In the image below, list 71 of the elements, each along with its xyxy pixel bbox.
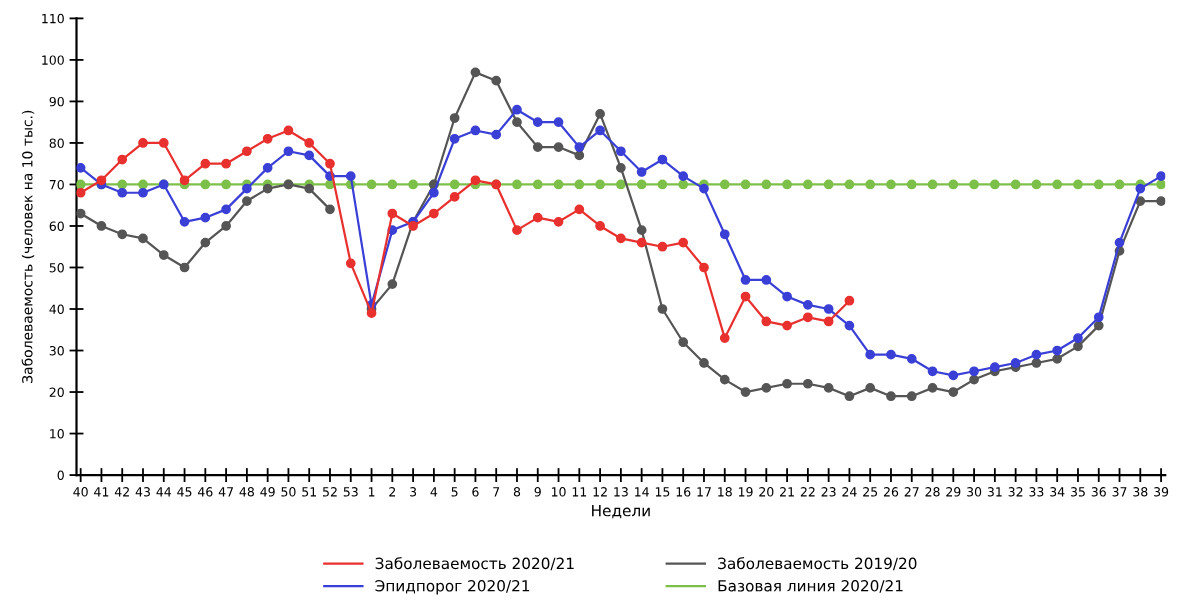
legend-label: Заболеваемость 2019/20	[718, 557, 917, 571]
x-tick-label: 30	[967, 487, 982, 497]
legend-label: Эпидпорог 2020/21	[375, 580, 530, 595]
x-tick-label: 7	[493, 487, 500, 497]
x-tick-label: 21	[780, 487, 794, 497]
x-tick-label: 23	[821, 487, 836, 497]
x-tick-label: 36	[1091, 487, 1106, 497]
y-tick-label: 30	[49, 346, 64, 356]
x-tick-label: 6	[472, 487, 479, 497]
y-tick-label: 10	[50, 429, 64, 439]
x-tick-label: 31	[987, 487, 1002, 497]
y-tick-label: 110	[42, 13, 64, 24]
y-tick-label: 50	[49, 262, 64, 273]
x-tick-label: 42	[114, 487, 129, 497]
x-tick-label: 22	[800, 487, 815, 497]
x-tick-label: 29	[946, 487, 961, 497]
x-axis-title: Недели	[592, 505, 650, 519]
x-tick-label: 28	[925, 487, 940, 497]
x-tick-label: 52	[323, 487, 337, 497]
x-tick-label: 47	[218, 487, 233, 497]
x-tick-label: 32	[1008, 487, 1023, 497]
x-tick-label: 49	[260, 487, 275, 497]
x-tick-label: 3	[410, 487, 417, 497]
x-tick-label: 2	[389, 487, 396, 497]
x-tick-label: 27	[904, 487, 919, 497]
x-tick-label: 11	[572, 487, 587, 497]
x-tick-label: 15	[655, 487, 670, 497]
x-tick-label: 19	[738, 487, 753, 497]
y-tick-label: 80	[49, 138, 64, 148]
y-tick-label: 0	[57, 470, 64, 480]
x-tick-label: 26	[883, 487, 899, 497]
x-tick-label: 48	[239, 487, 254, 497]
x-tick-label: 10	[551, 487, 566, 497]
x-tick-label: 14	[635, 487, 649, 497]
x-tick-label: 25	[863, 487, 878, 497]
x-tick-label: 20	[759, 487, 774, 497]
legend-label: Заболеваемость 2020/21	[375, 557, 574, 571]
y-tick-label: 20	[49, 387, 64, 397]
x-tick-label: 1	[368, 487, 375, 497]
x-tick-label: 53	[343, 487, 358, 497]
y-tick-label: 40	[49, 304, 64, 314]
x-tick-label: 45	[177, 487, 192, 497]
y-tick-label: 70	[49, 179, 64, 190]
x-tick-label: 9	[534, 487, 541, 497]
x-tick-label: 38	[1133, 487, 1148, 497]
x-tick-label: 13	[614, 487, 628, 497]
x-tick-label: 18	[718, 487, 732, 497]
x-tick-label: 34	[1050, 487, 1065, 497]
x-tick-label: 4	[430, 487, 438, 497]
x-tick-label: 12	[593, 487, 607, 497]
y-tick-label: 100	[42, 55, 64, 65]
x-tick-label: 39	[1154, 487, 1169, 497]
x-tick-label: 5	[451, 487, 458, 497]
x-tick-label: 51	[302, 487, 317, 497]
x-tick-label: 37	[1112, 487, 1127, 497]
x-tick-label: 8	[513, 487, 521, 497]
x-tick-label: 16	[676, 487, 691, 497]
x-tick-label: 33	[1029, 487, 1044, 497]
x-tick-label: 41	[94, 487, 109, 497]
x-tick-label: 46	[197, 487, 213, 497]
x-tick-label: 50	[281, 487, 296, 497]
x-tick-label: 40	[73, 487, 88, 497]
x-tick-label: 24	[842, 487, 857, 497]
y-tick-label: 90	[49, 96, 64, 107]
y-tick-label: 60	[49, 221, 64, 231]
x-tick-label: 17	[697, 487, 711, 497]
y-axis-title: Заболеваемость (человек на 10 тыс.)	[21, 110, 35, 383]
x-tick-label: 43	[135, 487, 150, 497]
legend-label: Базовая линия 2020/21	[718, 580, 903, 593]
x-tick-label: 35	[1070, 487, 1085, 497]
x-tick-label: 44	[156, 487, 172, 497]
